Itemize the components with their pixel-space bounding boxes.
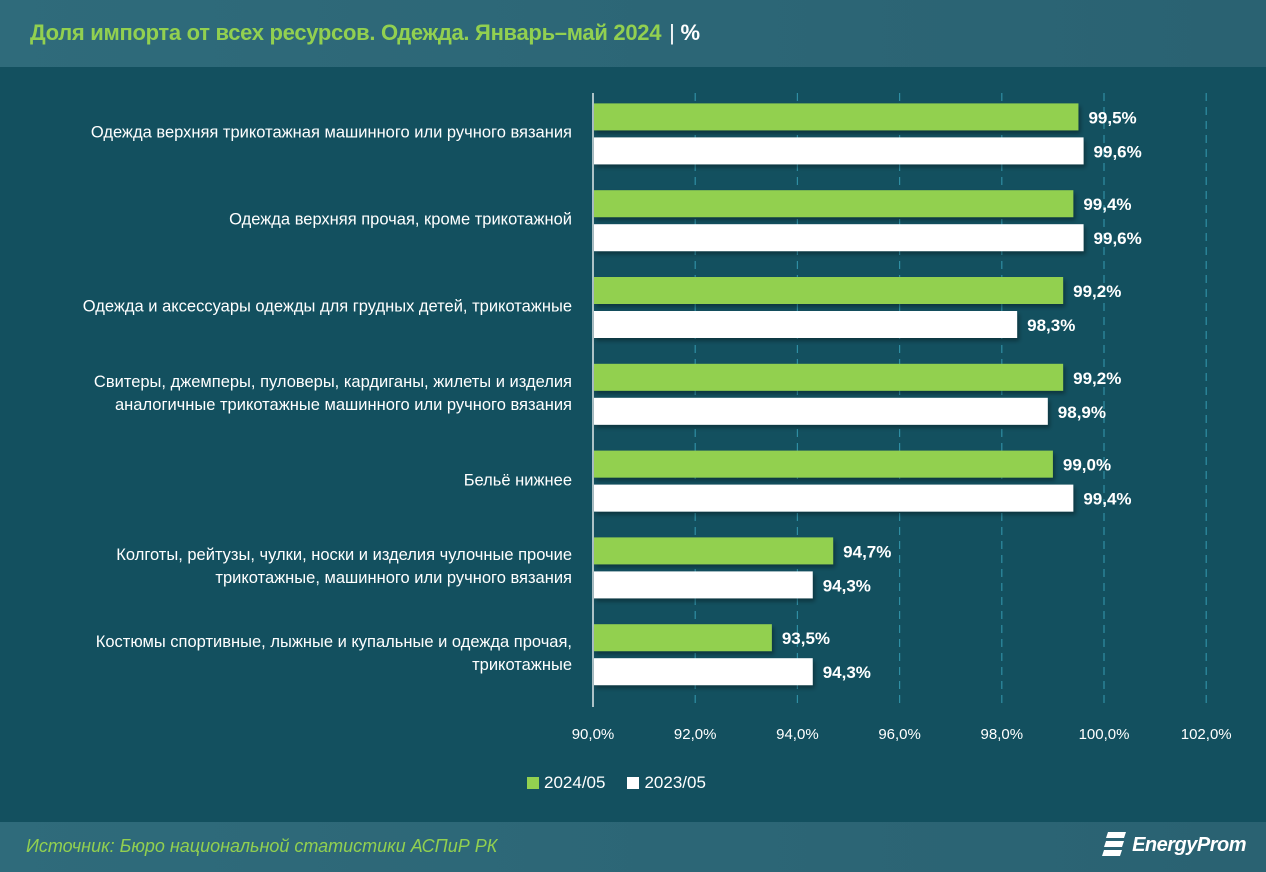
- chart-footer: Источник: Бюро национальной статистики А…: [0, 822, 1266, 872]
- bar-2024-05: [594, 363, 1064, 391]
- title-text: Доля импорта от всех ресурсов. Одежда. Я…: [30, 20, 662, 45]
- category-label: Бельё нижнее: [463, 471, 572, 490]
- data-label: 99,5%: [1088, 108, 1136, 127]
- bar-2023-05: [594, 397, 1048, 425]
- unit-label: %: [680, 20, 701, 45]
- data-label: 94,7%: [843, 542, 891, 561]
- category-label: Свитеры, джемперы, пуловеры, кардиганы, …: [93, 372, 572, 414]
- data-label: 98,3%: [1027, 316, 1075, 335]
- legend: 2024/05 2023/05: [527, 773, 706, 793]
- bar-2024-05: [594, 624, 772, 652]
- logo-icon: [1102, 832, 1127, 856]
- source-note: Источник: Бюро национальной статистики А…: [26, 836, 498, 856]
- legend-label-2024: 2024/05: [544, 773, 606, 792]
- x-tick-label: 96,0%: [878, 726, 921, 743]
- chart-header: Доля импорта от всех ресурсов. Одежда. Я…: [0, 0, 1266, 67]
- data-label: 99,4%: [1083, 490, 1131, 509]
- data-label: 94,3%: [823, 663, 871, 682]
- logo-text: EnergyProm: [1132, 833, 1246, 856]
- category-label: Костюмы спортивные, лыжные и купальные и…: [95, 633, 572, 675]
- category-label: Одежда и аксессуары одежды для грудных д…: [82, 297, 572, 316]
- legend-swatch-2024: [527, 777, 539, 789]
- data-label: 99,0%: [1063, 456, 1111, 475]
- bar-2024-05: [594, 450, 1053, 478]
- chart-title: Доля импорта от всех ресурсов. Одежда. Я…: [30, 20, 700, 46]
- category-label: Колготы, рейтузы, чулки, носки и изделия…: [116, 546, 572, 588]
- data-label: 94,3%: [823, 576, 871, 595]
- category-label: Одежда верхняя прочая, кроме трикотажной: [229, 210, 572, 229]
- title-separator: |: [669, 20, 675, 45]
- bar-2023-05: [594, 311, 1018, 338]
- legend-item-2024: 2024/05: [527, 773, 605, 793]
- x-tick-label: 90,0%: [572, 726, 615, 743]
- bar-2024-05: [594, 103, 1079, 131]
- data-label: 99,2%: [1073, 282, 1121, 301]
- data-label: 99,4%: [1083, 195, 1131, 214]
- bar-2023-05: [594, 571, 813, 599]
- data-label: 99,6%: [1094, 142, 1142, 161]
- x-tick-label: 94,0%: [776, 726, 819, 743]
- bar-2023-05: [594, 658, 813, 686]
- energyprom-logo: EnergyProm: [1102, 830, 1246, 860]
- x-tick-label: 100,0%: [1079, 726, 1130, 743]
- legend-label-2023: 2023/05: [644, 773, 706, 792]
- legend-item-2023: 2023/05: [627, 773, 706, 793]
- x-tick-label: 102,0%: [1181, 726, 1232, 743]
- bar-2023-05: [594, 224, 1084, 252]
- bar-2023-05: [594, 484, 1074, 512]
- data-label: 99,2%: [1073, 369, 1121, 388]
- x-tick-label: 98,0%: [981, 726, 1024, 743]
- x-tick-label: 92,0%: [674, 726, 717, 743]
- bar-2024-05: [594, 277, 1064, 304]
- data-label: 93,5%: [782, 629, 830, 648]
- legend-swatch-2023: [627, 777, 640, 789]
- bar-2024-05: [594, 537, 834, 565]
- bar-2023-05: [594, 137, 1084, 165]
- category-label: Одежда верхняя трикотажная машинного или…: [90, 123, 572, 142]
- data-label: 98,9%: [1058, 403, 1106, 422]
- bar-2024-05: [594, 190, 1074, 218]
- data-label: 99,6%: [1094, 229, 1142, 248]
